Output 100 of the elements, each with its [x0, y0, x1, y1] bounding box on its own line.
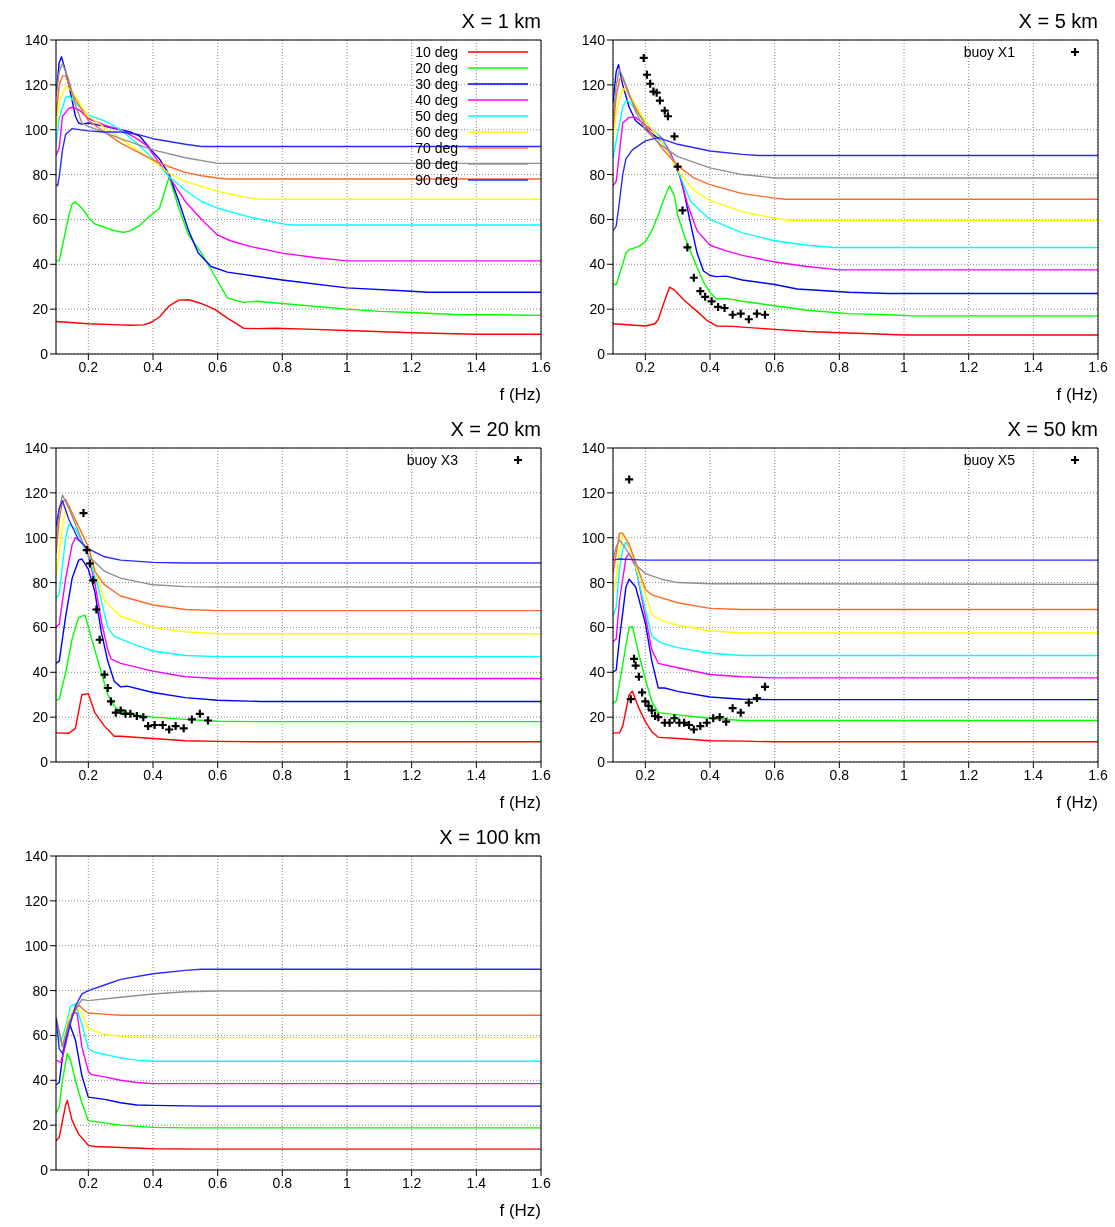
x-tick-label: 1.6	[531, 766, 551, 783]
y-tick-label: 60	[32, 211, 49, 228]
x-tick-label: 0.6	[207, 358, 228, 375]
y-tick-label: 100	[24, 937, 49, 954]
point	[99, 669, 110, 680]
y-tick-label: 80	[32, 982, 49, 999]
text: buoy X5	[963, 452, 1015, 468]
y-tick-label: 20	[32, 1117, 49, 1134]
line-series	[56, 505, 541, 635]
x-tick-label: 1.4	[466, 358, 487, 375]
legend-label: 40 deg	[415, 92, 458, 108]
x-tick-label: 0.6	[207, 1174, 228, 1191]
y-tick-label: 120	[581, 76, 606, 93]
y-tick-label: 140	[581, 31, 606, 48]
text: buoy X3	[406, 452, 458, 468]
x-tick-label: 0.4	[143, 1174, 163, 1191]
y-tick-label: 40	[32, 1072, 49, 1089]
line-series	[613, 541, 1098, 657]
legend-label: 50 deg	[415, 108, 458, 124]
line-series	[613, 625, 1098, 722]
line-series	[56, 523, 541, 658]
legend-label: 10 deg	[415, 44, 458, 60]
point	[624, 474, 635, 485]
line-series	[613, 690, 1098, 743]
chart-title: X = 1 km	[461, 10, 541, 32]
chart-title: X = 5 km	[1018, 10, 1098, 32]
line-series	[613, 63, 1098, 295]
x-tick-label: 0.8	[272, 358, 293, 375]
line-series	[613, 87, 1098, 222]
line-series	[56, 1003, 541, 1062]
y-tick-label: 80	[589, 574, 606, 591]
x-tick-label: 1	[343, 1174, 352, 1191]
y-tick-label: 120	[24, 76, 49, 93]
x-tick-label: 1.4	[466, 766, 487, 783]
y-tick-label: 60	[589, 619, 606, 636]
line-series	[613, 578, 1098, 701]
line-series	[613, 99, 1098, 249]
y-tick-label: 60	[32, 1027, 49, 1044]
line-series	[56, 1099, 541, 1150]
x-tick-label: 1	[900, 358, 909, 375]
line-series	[56, 614, 541, 723]
line-series	[56, 500, 541, 564]
point	[637, 687, 648, 698]
x-tick-label: 1.4	[466, 1174, 487, 1191]
y-tick-label: 0	[40, 345, 49, 362]
chart-title: X = 20 km	[450, 418, 541, 440]
x-tick-label: 0.8	[829, 766, 850, 783]
point	[682, 242, 693, 253]
legend-label: 60 deg	[415, 124, 458, 140]
y-tick-label: 20	[32, 301, 49, 318]
x-axis-title: f (Hz)	[498, 1200, 542, 1222]
y-tick-label: 40	[589, 664, 606, 681]
y-tick-label: 0	[597, 345, 606, 362]
x-tick-label: 1.2	[401, 358, 422, 375]
y-tick-label: 40	[32, 256, 49, 273]
line-series	[56, 1052, 541, 1129]
y-tick-label: 0	[40, 1161, 49, 1178]
y-tick-label: 100	[581, 529, 606, 546]
line-series	[56, 558, 541, 703]
line-series	[56, 127, 541, 187]
x-tick-label: 0.4	[700, 766, 720, 783]
line-series	[56, 1012, 541, 1085]
line-series	[613, 552, 1098, 679]
y-tick-label: 140	[24, 439, 49, 456]
point	[669, 131, 680, 142]
line-series	[613, 136, 1098, 232]
y-tick-label: 40	[32, 664, 49, 681]
x-tick-label: 1.2	[401, 766, 422, 783]
legend-label: 20 deg	[415, 60, 458, 76]
line-series	[56, 95, 541, 226]
y-tick-label: 120	[24, 484, 49, 501]
line-series	[613, 286, 1098, 336]
x-tick-label: 0.2	[78, 1174, 99, 1191]
chart-title: X = 100 km	[439, 826, 541, 848]
x-tick-label: 0.6	[764, 358, 785, 375]
line-series	[56, 692, 541, 743]
line-series	[613, 534, 1098, 634]
x-tick-label: 1.4	[1023, 358, 1044, 375]
x-axis-title: f (Hz)	[498, 792, 542, 814]
y-tick-label: 120	[581, 484, 606, 501]
legend-label: 80 deg	[415, 156, 458, 172]
x-tick-label: 1.6	[531, 358, 551, 375]
x-tick-label: 0.8	[272, 766, 293, 783]
x-tick-label: 0.6	[207, 766, 228, 783]
line-series	[613, 185, 1098, 317]
y-tick-label: 80	[32, 574, 49, 591]
x-tick-label: 1.6	[531, 1174, 551, 1191]
point	[743, 697, 754, 708]
legend-label: 30 deg	[415, 76, 458, 92]
line-series	[613, 116, 1098, 271]
x-tick-label: 0.4	[143, 358, 163, 375]
x-tick-label: 1.6	[1088, 358, 1108, 375]
x-tick-label: 0.8	[829, 358, 850, 375]
x-tick-label: 1.6	[1088, 766, 1108, 783]
y-tick-label: 60	[32, 619, 49, 636]
line-series	[56, 968, 541, 1055]
chart-title: X = 50 km	[1007, 418, 1098, 440]
x-tick-label: 1.2	[401, 1174, 422, 1191]
x-tick-label: 1.4	[1023, 766, 1044, 783]
x-tick-label: 0.2	[635, 358, 656, 375]
